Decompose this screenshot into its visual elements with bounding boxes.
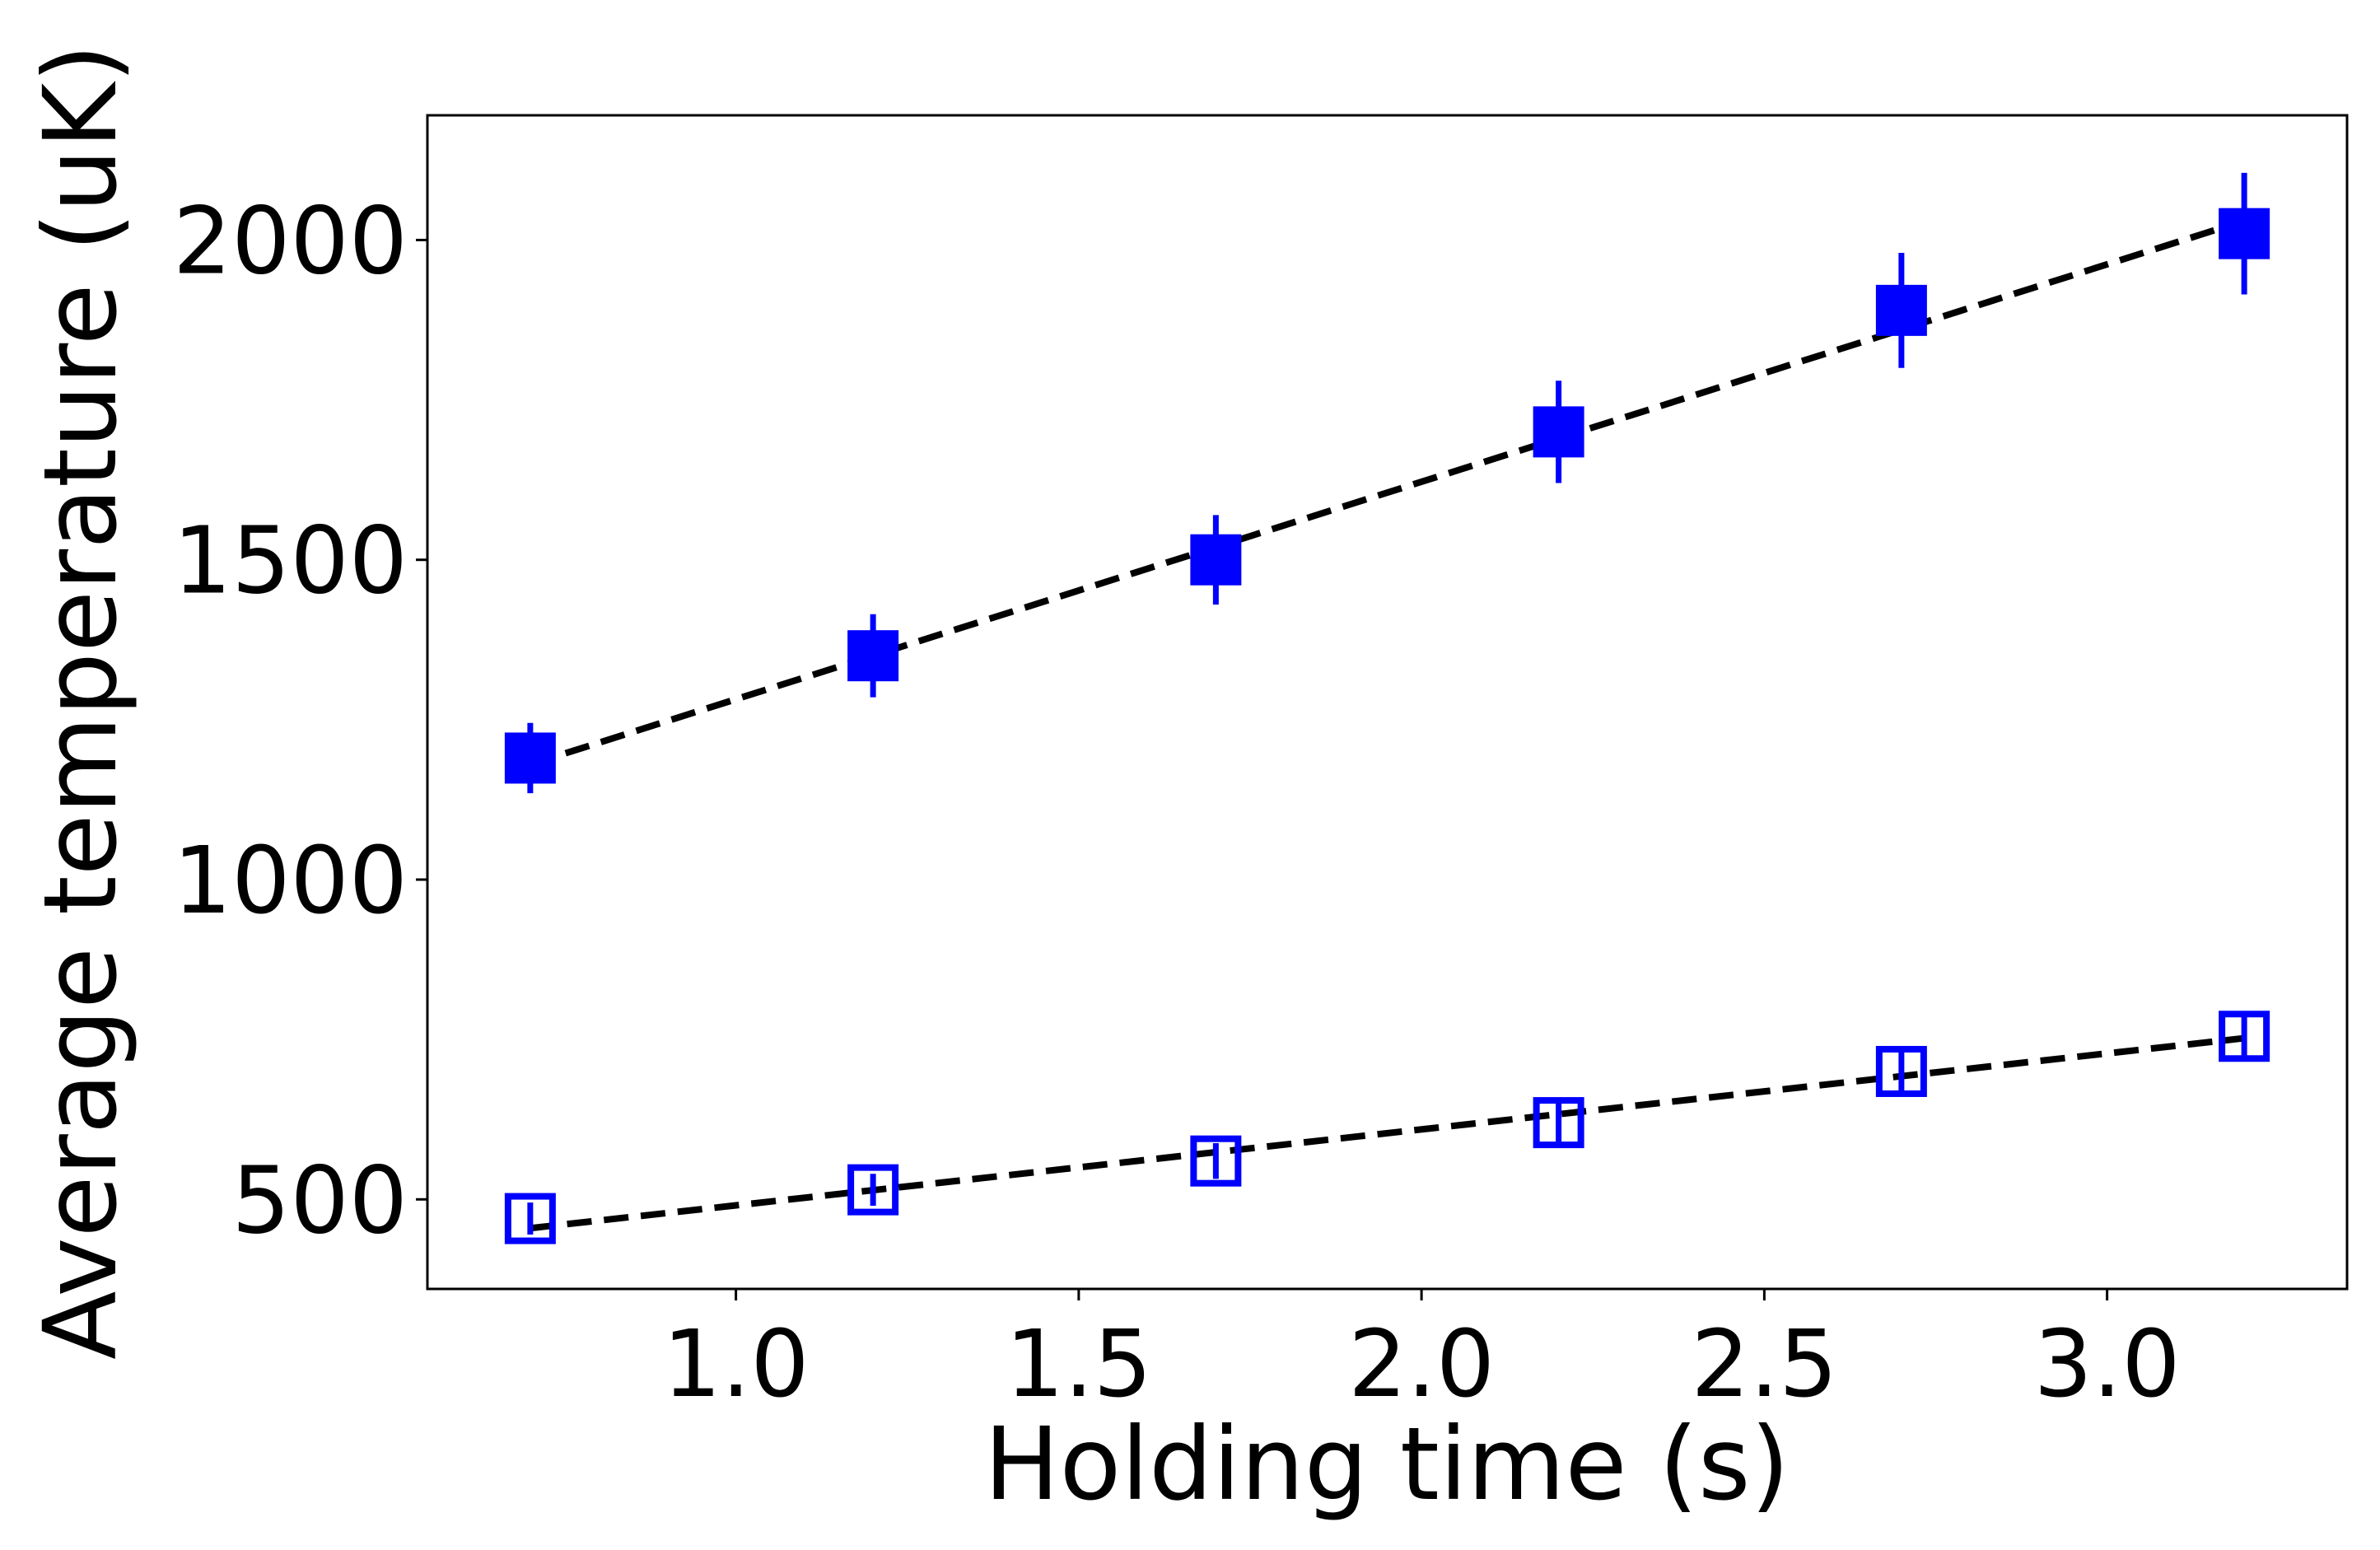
data-point [1190,1135,1242,1187]
data-point [504,1193,556,1244]
y-tick-label: 500 [231,1147,408,1254]
x-tick-label: 3.0 [2034,1311,2181,1418]
y-tick-label: 1500 [173,508,408,615]
y-tick-label: 2000 [173,188,408,295]
data-point [847,1164,899,1216]
data-point [1533,406,1584,458]
data-point [1533,1097,1584,1149]
x-axis-title: Holding time (s) [984,1406,1790,1523]
x-tick-label: 1.0 [663,1311,810,1418]
data-series [504,172,2270,1244]
data-point [504,732,556,784]
data-point [2219,1011,2270,1062]
x-tick-label: 1.5 [1006,1311,1152,1418]
x-tick-label: 2.5 [1691,1311,1837,1418]
data-point [1875,284,1927,336]
fit-lines [529,217,2246,1232]
fit-line [529,217,2246,768]
data-point [1875,1045,1927,1097]
data-point [2219,208,2270,259]
plot-area [426,114,2349,1291]
x-tick-label: 2.0 [1348,1311,1495,1418]
data-point [1190,534,1242,586]
y-axis: 500 1000 1500 2000 [173,188,427,1254]
y-tick-label: 1000 [173,828,408,935]
fit-line [530,1034,2245,1232]
x-axis: 1.0 1.5 2.0 2.5 3.0 [663,1289,2181,1418]
y-axis-title: Average temperature (uK) [22,44,139,1360]
data-point [847,630,899,682]
